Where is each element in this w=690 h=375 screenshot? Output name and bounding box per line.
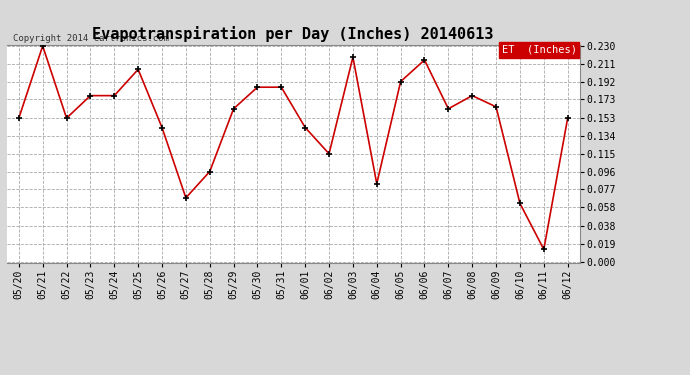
Title: Evapotranspiration per Day (Inches) 20140613: Evapotranspiration per Day (Inches) 2014…	[92, 27, 494, 42]
Text: ET  (Inches): ET (Inches)	[502, 45, 577, 55]
Text: Copyright 2014 Cartronics.com: Copyright 2014 Cartronics.com	[12, 34, 168, 43]
